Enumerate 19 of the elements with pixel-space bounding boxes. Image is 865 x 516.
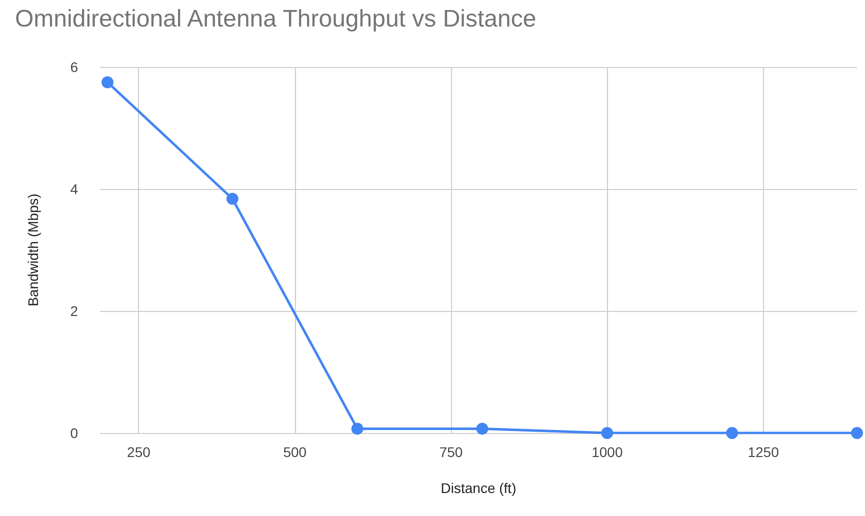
- y-tick-label: 6: [70, 59, 78, 75]
- point: [226, 192, 238, 205]
- x-tick-label: 750: [439, 444, 463, 460]
- point: [351, 422, 364, 435]
- point: [476, 422, 488, 435]
- x-tick-label: 500: [283, 444, 307, 460]
- point: [601, 427, 614, 439]
- point: [726, 427, 738, 439]
- y-tick-label: 0: [70, 425, 78, 441]
- y-tick-label: 4: [70, 181, 78, 197]
- chart-title: Omnidirectional Antenna Throughput vs Distance: [15, 6, 536, 32]
- point: [851, 427, 863, 439]
- x-tick-label: 1000: [592, 444, 623, 460]
- x-tick-label: 1250: [748, 444, 780, 460]
- y-tick-label: 2: [70, 303, 78, 319]
- y-axis-title: Bandwidth (Mbps): [25, 194, 41, 306]
- x-axis-title: Distance (ft): [440, 480, 516, 496]
- x-tick-label: 250: [127, 444, 151, 460]
- point: [102, 76, 114, 88]
